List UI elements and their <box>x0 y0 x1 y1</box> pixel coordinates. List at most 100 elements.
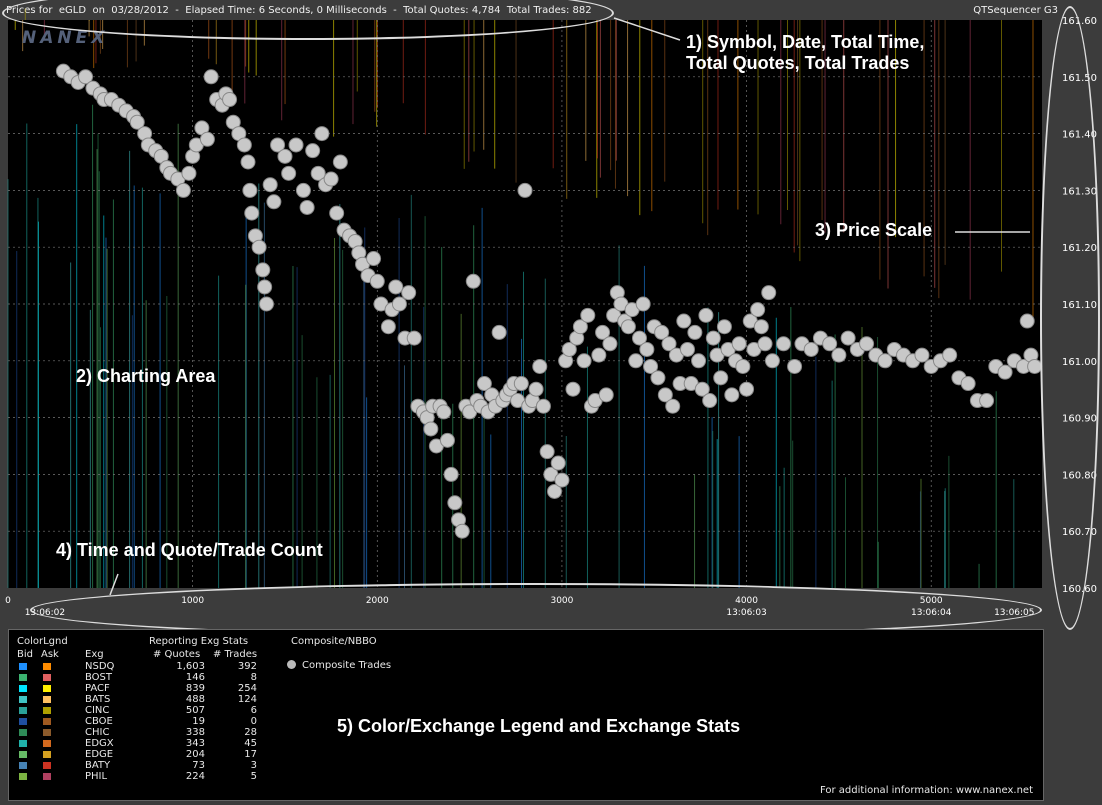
trade-point <box>423 421 439 437</box>
annotation-2: 2) Charting Area <box>76 366 216 386</box>
quote-count: 343 <box>185 738 205 749</box>
trade-point <box>129 114 145 130</box>
exchange-name: PACF <box>85 683 110 694</box>
annotation-3: 3) Price Scale <box>815 220 933 240</box>
bid-swatch <box>19 773 27 780</box>
legend-title-stats: Reporting Exg Stats <box>149 636 249 647</box>
trade-point <box>391 296 407 312</box>
price-chart: 161.60161.50161.40161.30161.20161.10161.… <box>5 8 1097 618</box>
trade-point <box>561 341 577 357</box>
ask-swatch <box>43 740 51 747</box>
ask-swatch <box>43 685 51 692</box>
trade-point <box>565 381 581 397</box>
trade-point <box>439 432 455 448</box>
legend-row-pacf: PACF 839 254 <box>9 683 269 694</box>
trade-point <box>942 347 958 363</box>
trade-point <box>735 358 751 374</box>
bid-swatch <box>19 740 27 747</box>
legend-title-composite: Composite/NBBO <box>291 636 377 647</box>
trade-point <box>380 319 396 335</box>
trade-count: 392 <box>237 661 257 672</box>
trade-point <box>960 376 976 392</box>
trade-point <box>676 313 692 329</box>
legend-title-colorlgnd: ColorLgnd <box>17 636 68 647</box>
footer-info: For additional information: www.nanex.ne… <box>820 785 1033 796</box>
legend-col-exg: Exg <box>85 649 104 660</box>
trade-count: 3 <box>250 760 257 771</box>
trade-point <box>244 205 260 221</box>
trade-point <box>388 279 404 295</box>
app-name: QTSequencer G3 <box>973 5 1058 16</box>
trade-point <box>517 182 533 198</box>
trade-point <box>266 194 282 210</box>
trade-point <box>369 273 385 289</box>
quote-count: 73 <box>192 760 205 771</box>
trade-point <box>731 336 747 352</box>
quote-count: 338 <box>185 727 205 738</box>
trade-point <box>255 262 271 278</box>
trade-point <box>705 330 721 346</box>
trade-point <box>572 319 588 335</box>
quote-lines-layer <box>7 8 1034 588</box>
trade-point <box>305 143 321 159</box>
legend-col-bid: Bid <box>17 649 33 660</box>
legend-row-edgx: EDGX 343 45 <box>9 738 269 749</box>
trade-point <box>650 370 666 386</box>
bid-swatch <box>19 729 27 736</box>
trade-point <box>295 182 311 198</box>
legend-row-edge: EDGE 204 17 <box>9 749 269 760</box>
bid-swatch <box>19 663 27 670</box>
trade-point <box>513 376 529 392</box>
trade-point <box>532 358 548 374</box>
trade-point <box>576 353 592 369</box>
trade-point <box>631 330 647 346</box>
trade-point <box>787 358 803 374</box>
legend-row-bost: BOST 146 8 <box>9 672 269 683</box>
exchange-name: BATY <box>85 760 111 771</box>
trade-point <box>465 273 481 289</box>
trade-point <box>750 302 766 318</box>
trade-point <box>739 381 755 397</box>
exchange-name: CBOE <box>85 716 113 727</box>
trade-point <box>761 285 777 301</box>
trade-point <box>329 205 345 221</box>
exchange-name: CINC <box>85 705 110 716</box>
trade-point <box>181 165 197 181</box>
trade-point <box>628 353 644 369</box>
ask-swatch <box>43 696 51 703</box>
nanex-logo: NANEX <box>22 28 109 48</box>
trade-point <box>203 69 219 85</box>
composite-trades-dot-icon <box>287 660 296 669</box>
legend-row-cboe: CBOE 19 0 <box>9 716 269 727</box>
quote-count: 204 <box>185 749 205 760</box>
exchange-name: PHIL <box>85 771 108 782</box>
trade-point <box>840 330 856 346</box>
ask-swatch <box>43 663 51 670</box>
annotation-1-line1: 1) Symbol, Date, Total Time, <box>686 32 925 52</box>
trade-point <box>491 324 507 340</box>
trade-point <box>454 523 470 539</box>
trade-point <box>713 370 729 386</box>
trade-point <box>251 239 267 255</box>
trade-count: 124 <box>237 694 257 705</box>
trade-point <box>281 165 297 181</box>
trade-point <box>443 466 459 482</box>
legend-row-phil: PHIL 224 5 <box>9 771 269 782</box>
trade-point <box>550 455 566 471</box>
annotation-5: 5) Color/Exchange Legend and Exchange St… <box>337 716 741 736</box>
trade-point <box>175 182 191 198</box>
trade-point <box>447 495 463 511</box>
trade-point <box>591 347 607 363</box>
trade-point <box>997 364 1013 380</box>
trade-point <box>620 319 636 335</box>
trade-point <box>299 199 315 215</box>
legend-col-quotes: # Quotes <box>153 649 201 660</box>
trade-point <box>259 296 274 312</box>
exchange-name: EDGE <box>85 749 114 760</box>
trade-point <box>236 137 252 153</box>
trade-point <box>724 387 740 403</box>
trade-count: 28 <box>244 727 257 738</box>
trade-point <box>332 154 348 170</box>
trade-count: 6 <box>250 705 257 716</box>
